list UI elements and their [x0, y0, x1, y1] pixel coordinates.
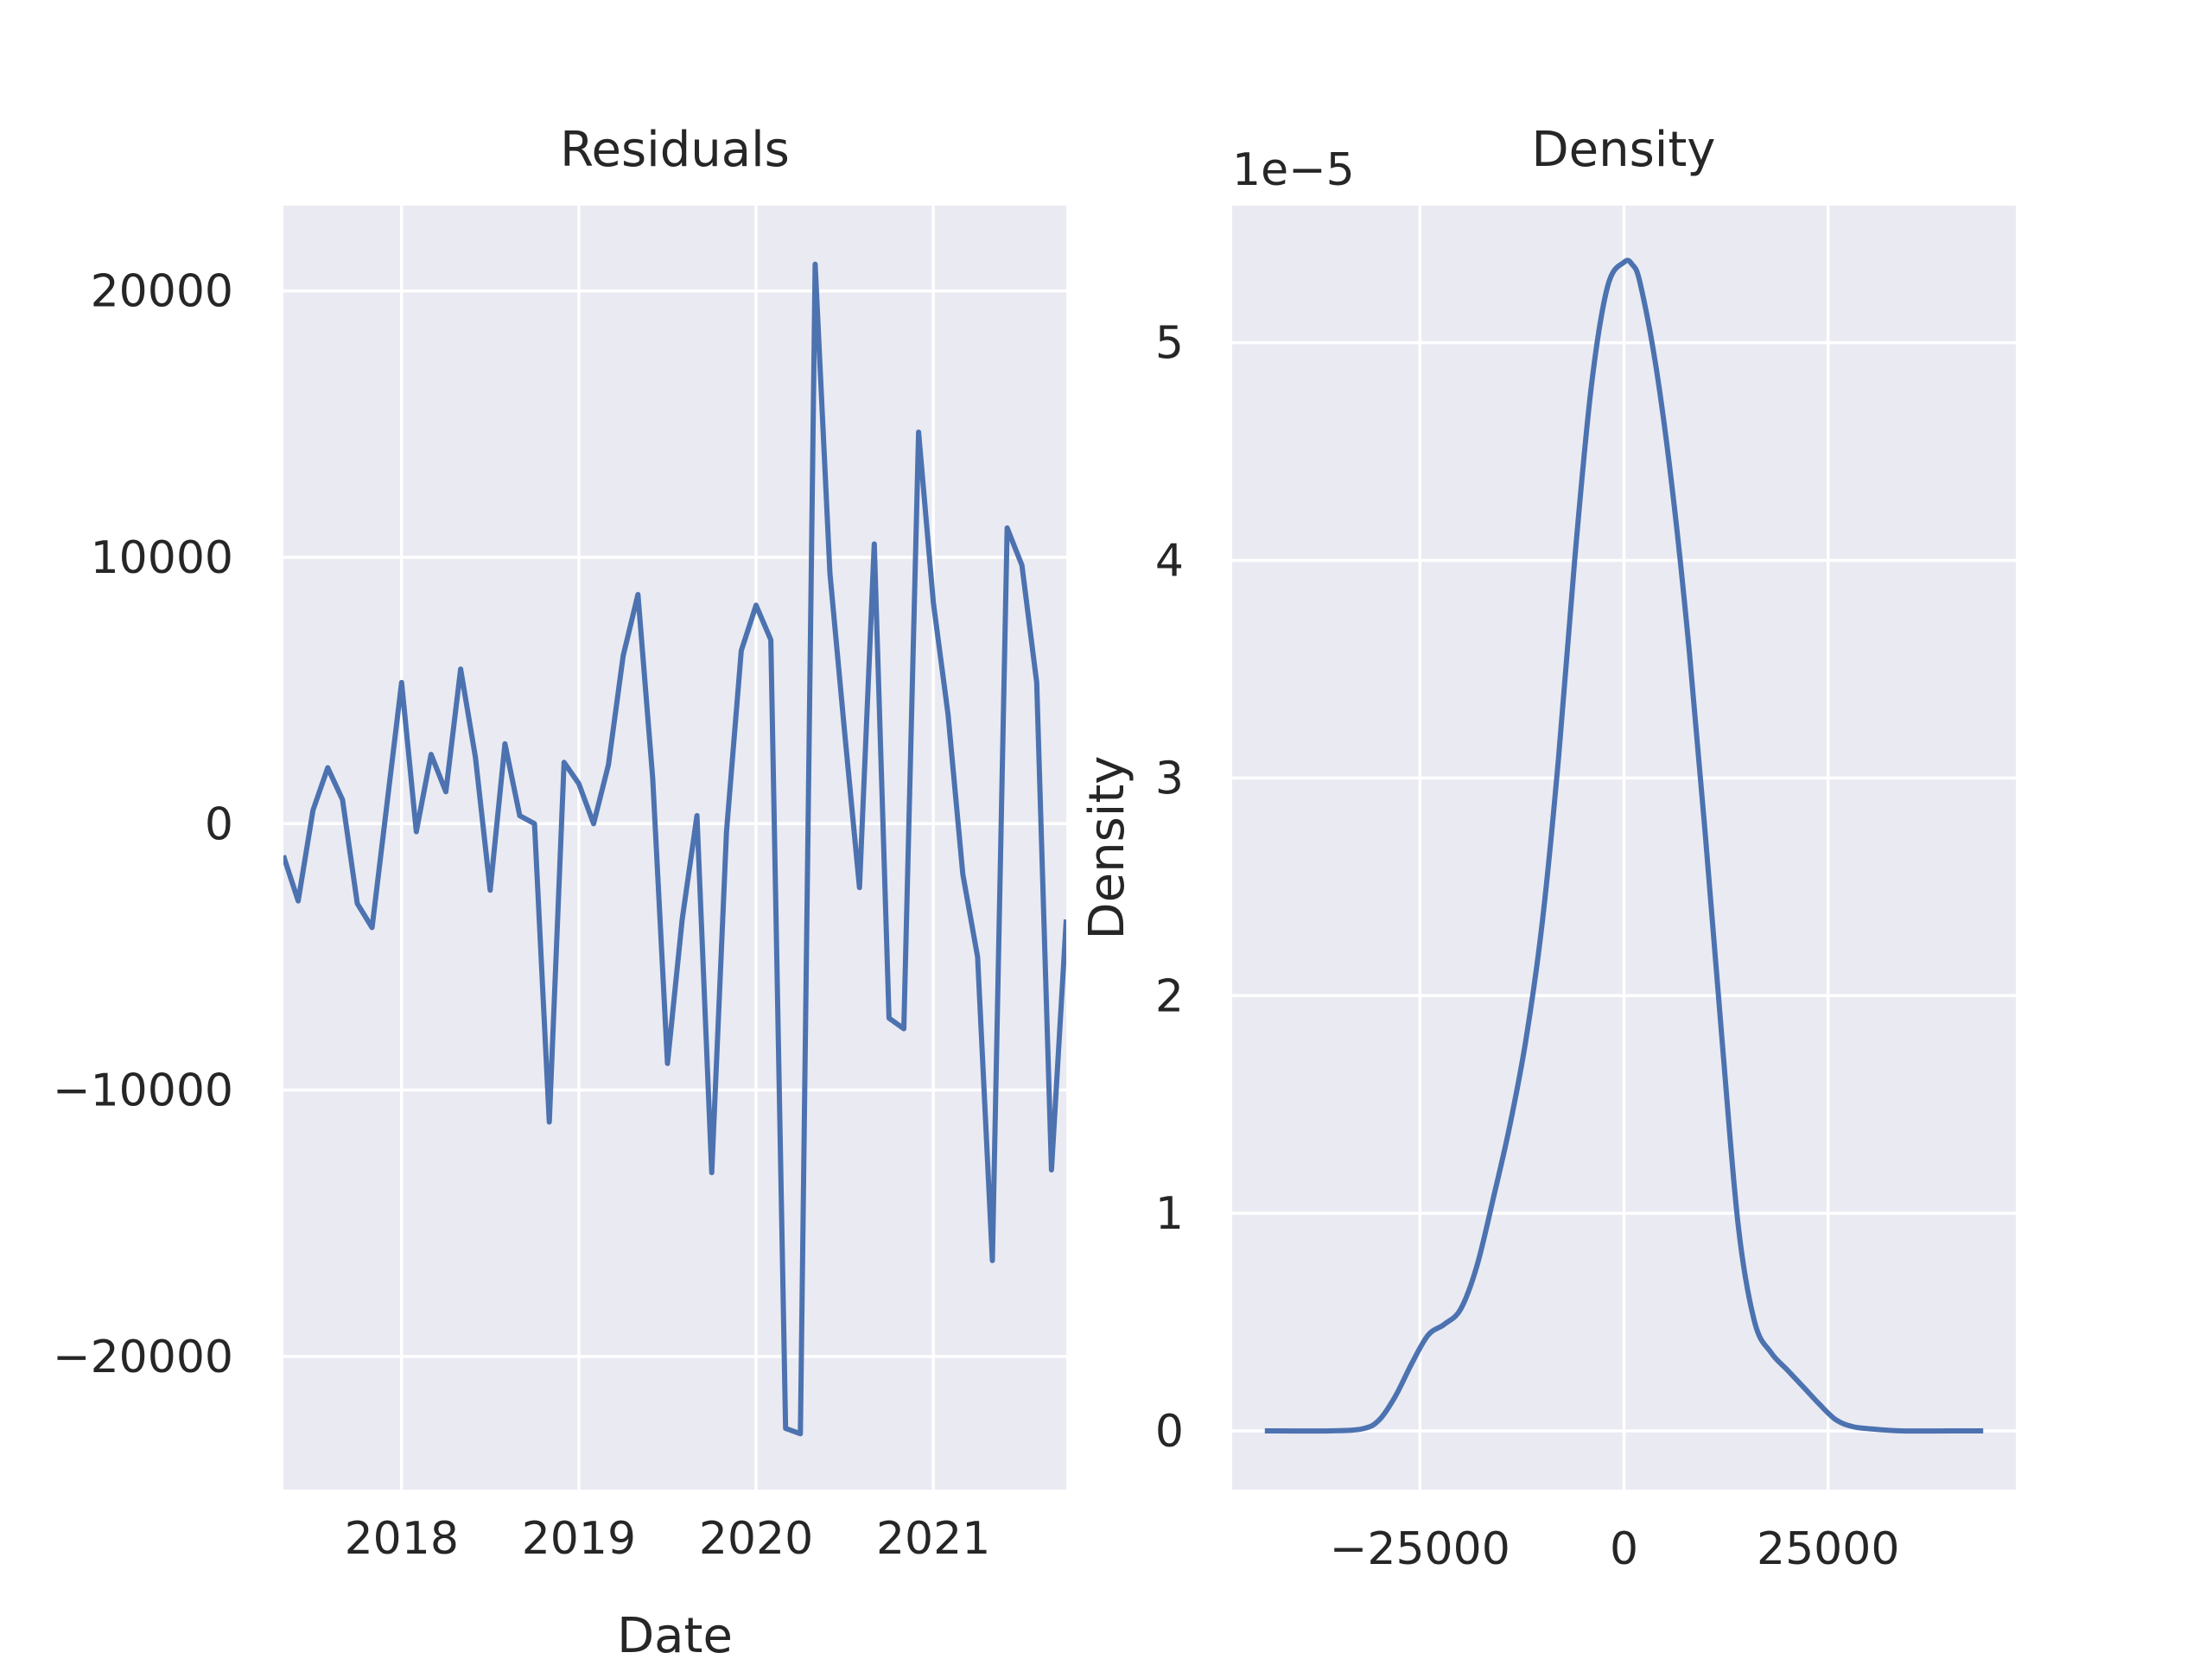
density-line-layer — [1264, 257, 1984, 1434]
residuals-gridlines — [283, 206, 1066, 1490]
density-y-tick-label: 5 — [1155, 318, 1184, 370]
residuals-y-tick-label: 0 — [205, 798, 233, 850]
residuals-y-tick-label: 10000 — [91, 532, 233, 584]
density-x-tick-label: 25000 — [1757, 1523, 1899, 1575]
residuals-y-tick-label: 20000 — [91, 266, 233, 318]
residuals-x-axis-label: Date — [617, 1608, 733, 1659]
residuals-y-tick-label: −20000 — [53, 1332, 233, 1383]
residuals-tick-labels: 2018 2019 2020 2021 −20000 −10000 0 10000 20000 — [53, 266, 990, 1565]
density-y-axis-label: Density — [1079, 756, 1135, 940]
density-title: Density — [1532, 122, 1716, 178]
residuals-panel: 2018 2019 2020 2021−20000−1000001000020000 … — [53, 122, 1066, 1659]
residuals-series-line — [283, 261, 1066, 1437]
density-panel: −25000 0 25000 0 1 2 3 4 5 Density 1e−5 Density — [1079, 122, 2016, 1575]
density-curve — [1264, 257, 1984, 1434]
density-y-tick-label: 2 — [1155, 970, 1184, 1022]
density-x-tick-label: −25000 — [1330, 1523, 1510, 1575]
residuals-plot-area — [283, 206, 1066, 1490]
residuals-x-tick-label: 2021 — [876, 1513, 990, 1565]
density-tick-labels: −25000 0 25000 0 1 2 3 4 5 — [1155, 318, 1900, 1575]
residuals-y-tick-label: −10000 — [53, 1065, 233, 1117]
density-offset-text: 1e−5 — [1232, 144, 1355, 196]
residuals-x-tick-label: 2018 — [345, 1513, 459, 1565]
density-x-tick-label: 0 — [1610, 1523, 1638, 1575]
density-y-tick-label: 0 — [1155, 1406, 1184, 1458]
density-y-tick-label: 1 — [1155, 1188, 1184, 1240]
residuals-line-layer — [283, 261, 1066, 1437]
residuals-x-tick-label: 2020 — [699, 1513, 813, 1565]
density-y-tick-label: 4 — [1155, 536, 1184, 588]
density-y-tick-label: 3 — [1155, 753, 1184, 804]
residuals-x-tick-label: 2019 — [522, 1513, 636, 1565]
residuals-title: Residuals — [560, 122, 790, 178]
